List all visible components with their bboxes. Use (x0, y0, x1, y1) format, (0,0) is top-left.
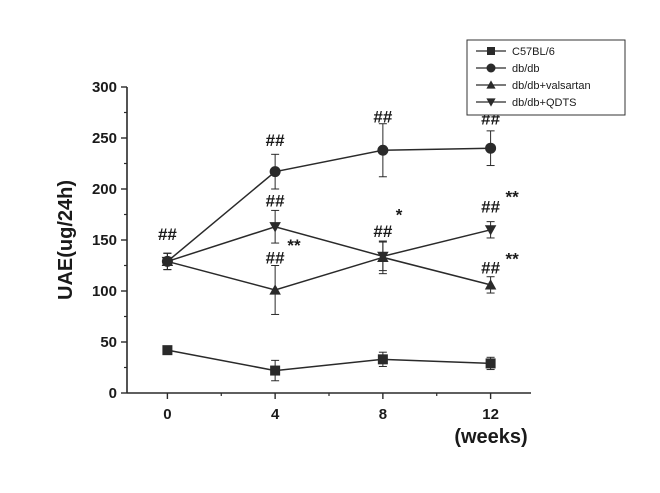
legend: C57BL/6 db/db db/db+valsartan db/db+QDTS (466, 39, 626, 116)
significance-mark: ** (506, 249, 520, 268)
legend-label: db/db (512, 63, 540, 75)
legend-item: db/db (476, 63, 540, 75)
significance-mark: ## (158, 225, 177, 244)
legend-marker (486, 80, 496, 89)
y-tick-label: 50 (100, 334, 117, 351)
significance-annotations: ########**####*####**## ** (158, 108, 519, 278)
series-db-db-qdts (161, 209, 497, 272)
axes: 0 50 100 150 200 250 300 0 4 8 12 (92, 79, 531, 423)
series-line (167, 256, 491, 291)
significance-mark: ** (287, 236, 301, 255)
data-point (485, 142, 497, 154)
x-axis-title: (weeks) (454, 426, 527, 448)
series-db-db-valsartan (161, 240, 497, 315)
data-point (269, 222, 281, 233)
data-point (162, 345, 173, 356)
y-tick-label: 200 (92, 181, 117, 198)
data-point (269, 166, 281, 178)
series-db-db (161, 123, 497, 271)
data-point (484, 225, 497, 236)
y-axis-title: UAE(ug/24h) (55, 180, 77, 300)
significance-mark: ## (373, 222, 392, 241)
significance-mark: ## (266, 248, 285, 267)
legend-marker (487, 47, 495, 55)
x-tick-label: 0 (163, 406, 171, 423)
data-point (377, 144, 389, 156)
significance-mark: ## (266, 131, 285, 150)
y-tick-label: 300 (92, 79, 117, 96)
significance-mark: ** (506, 187, 520, 206)
y-tick-label: 100 (92, 283, 117, 300)
legend-item: db/db+QDTS (476, 97, 577, 109)
legend-marker (486, 63, 496, 73)
x-tick-label: 12 (482, 406, 499, 423)
x-tick-label: 4 (271, 406, 280, 423)
y-tick-label: 150 (92, 232, 117, 249)
significance-mark: ## (266, 191, 285, 210)
legend-label: db/db+QDTS (512, 97, 577, 109)
legend-item: db/db+valsartan (476, 80, 591, 92)
significance-mark: ## (481, 197, 500, 216)
data-point (270, 365, 281, 376)
legend-item: C57BL/6 (476, 46, 555, 58)
x-tick-label: 8 (379, 406, 387, 423)
significance-mark: ## (481, 259, 500, 278)
data-point (377, 354, 388, 365)
y-tick-label: 250 (92, 130, 117, 147)
significance-mark: ## (373, 108, 392, 127)
series-line (167, 349, 491, 372)
data-point (377, 251, 389, 263)
series-layer (161, 123, 497, 382)
series-line (166, 147, 491, 262)
data-point (484, 279, 497, 290)
series-line (167, 225, 491, 263)
data-point (485, 358, 496, 369)
data-point (161, 256, 174, 268)
significance-mark: * (396, 206, 403, 225)
series-c57bl-6 (162, 345, 496, 382)
data-point (269, 284, 281, 295)
y-tick-label: 0 (109, 385, 117, 402)
legend-label: C57BL/6 (512, 46, 555, 58)
legend-label: db/db+valsartan (512, 80, 591, 92)
legend-marker (486, 98, 496, 107)
